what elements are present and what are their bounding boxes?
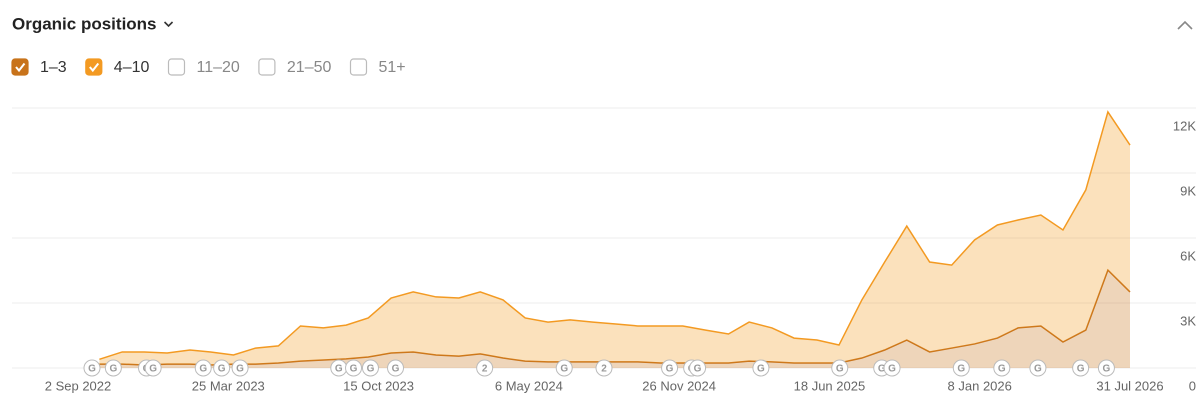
event-marker[interactable] (661, 359, 679, 377)
y-tick-label: 6K (1180, 248, 1196, 263)
event-label: G (560, 364, 568, 375)
event-label: G (392, 364, 400, 375)
series-line (99, 268, 1131, 366)
legend-checkbox[interactable] (258, 58, 276, 76)
legend-label[interactable]: 51+ (378, 59, 405, 76)
event-marker[interactable] (476, 359, 494, 377)
x-tick-label: 15 Oct 2023 (343, 378, 414, 393)
event-label: G (350, 364, 358, 375)
event-label: G (199, 364, 207, 375)
collapse-icon[interactable] (1177, 20, 1193, 30)
event-label: G (88, 364, 96, 375)
event-label: G (998, 364, 1006, 375)
event-label: G (236, 364, 244, 375)
event-marker[interactable] (883, 359, 901, 377)
legend-label[interactable]: 4–10 (114, 59, 150, 76)
event-marker[interactable] (1097, 359, 1115, 377)
event-marker[interactable] (1072, 359, 1090, 377)
event-label: G (1034, 364, 1042, 375)
event-marker[interactable] (361, 359, 379, 377)
dropdown-icon[interactable] (163, 21, 174, 28)
event-label: G (878, 364, 886, 375)
event-marker[interactable] (387, 359, 405, 377)
legend-label[interactable]: 1–3 (40, 59, 67, 76)
event-marker[interactable] (194, 359, 212, 377)
legend-check (89, 62, 100, 73)
series-area (99, 111, 1131, 365)
y-tick-label: 0 (1189, 378, 1196, 393)
event-marker[interactable] (1029, 359, 1047, 377)
series-line (99, 110, 1131, 361)
event-label: G (335, 364, 343, 375)
event-label: G (888, 364, 896, 375)
event-marker[interactable] (83, 359, 101, 377)
event-label: G (109, 364, 117, 375)
event-label: G (149, 364, 157, 375)
x-tick-label: 6 May 2024 (495, 378, 563, 393)
event-marker[interactable] (104, 359, 122, 377)
event-marker[interactable] (595, 359, 613, 377)
event-label: G (694, 364, 702, 375)
event-marker[interactable] (231, 359, 249, 377)
legend-label[interactable]: 11–20 (196, 59, 239, 76)
event-label: 2 (601, 364, 607, 375)
event-marker[interactable] (213, 359, 231, 377)
x-tick-label: 25 Mar 2023 (192, 378, 265, 393)
legend-label[interactable]: 21–50 (287, 59, 332, 76)
x-tick-label: 2 Sep 2022 (45, 378, 112, 393)
event-label: G (666, 364, 674, 375)
y-tick-label: 9K (1180, 183, 1196, 198)
legend-checkbox[interactable] (167, 58, 186, 76)
x-tick-label: 8 Jan 2026 (948, 378, 1012, 393)
event-label: G (1103, 364, 1111, 375)
event-label: G (836, 364, 844, 375)
event-label: G (757, 364, 765, 375)
event-marker[interactable] (993, 359, 1011, 377)
event-marker[interactable] (831, 359, 849, 377)
event-label: G (218, 364, 226, 375)
legend-checkbox[interactable] (11, 58, 29, 76)
event-marker[interactable] (345, 359, 363, 377)
event-label: G (957, 364, 965, 375)
event-marker[interactable] (555, 359, 573, 377)
x-tick-label: 26 Nov 2024 (642, 378, 716, 393)
event-marker[interactable] (689, 359, 707, 377)
legend-checkbox[interactable] (349, 58, 368, 76)
event-label: G (1077, 364, 1085, 375)
series-area (99, 270, 1131, 368)
chart-title[interactable]: Organic positions (12, 14, 157, 33)
legend-checkbox[interactable] (85, 58, 103, 76)
event-marker[interactable] (952, 359, 970, 377)
event-marker[interactable] (752, 359, 770, 377)
event-label: 2 (482, 364, 488, 375)
y-tick-label: 3K (1180, 313, 1196, 328)
event-label: G (367, 364, 375, 375)
x-tick-label: 31 Jul 2026 (1096, 378, 1163, 393)
x-tick-label: 18 Jun 2025 (794, 378, 866, 393)
y-tick-label: 12K (1173, 118, 1196, 133)
event-marker[interactable] (144, 359, 162, 377)
legend-check (15, 62, 26, 73)
